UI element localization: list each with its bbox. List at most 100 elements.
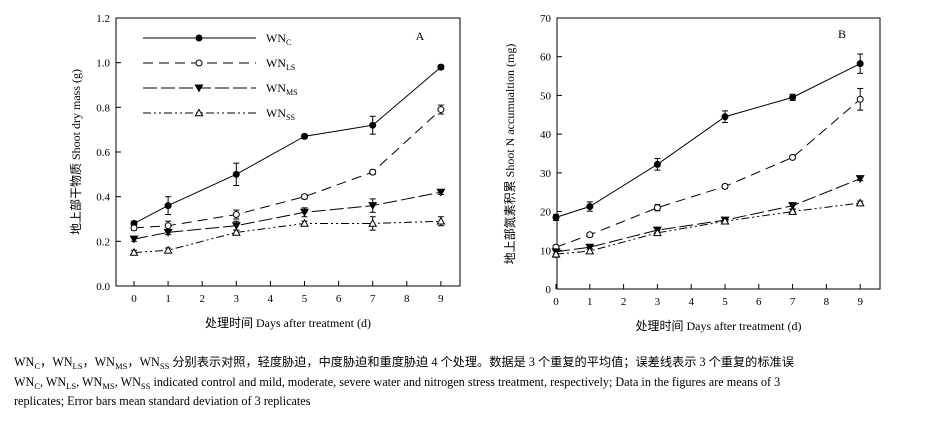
data-point: [551, 249, 561, 258]
data-point: [653, 160, 661, 168]
panel-label: B: [838, 27, 846, 41]
x-tick-label: 2: [199, 293, 205, 305]
data-point: [231, 227, 241, 236]
legend-label-base: WN: [266, 31, 286, 45]
legend-label-sub: SS: [286, 113, 295, 122]
data-point: [789, 93, 797, 101]
caption-cn-sep: ，WN: [40, 355, 73, 369]
y-tick-label: 60: [540, 52, 552, 64]
data-point: [855, 198, 865, 207]
data-point: [437, 106, 445, 114]
x-tick-label: 9: [857, 296, 863, 308]
data-point: [301, 132, 308, 140]
data-point: [129, 247, 139, 256]
x-tick-label: 9: [438, 293, 444, 305]
data-point: [164, 202, 172, 210]
series-wnc: [130, 63, 445, 227]
y-tick-label: 0.6: [96, 147, 110, 159]
series-line: [133, 109, 442, 229]
data-point: [721, 182, 729, 190]
caption-cn-sub-ss: SS: [159, 361, 170, 371]
data-point: [652, 228, 662, 237]
y-tick-label: 30: [540, 168, 552, 180]
x-axis-label: 处理时间 Days after treatment (d): [205, 316, 371, 330]
data-point: [163, 245, 173, 254]
data-point: [163, 228, 173, 237]
caption-cn-sep: ，WN: [127, 355, 160, 369]
data-point: [653, 204, 661, 212]
data-point: [788, 202, 798, 211]
series-wnls: [552, 87, 864, 251]
caption-en-sub-ls: LS: [66, 380, 77, 391]
x-tick-label: 8: [404, 293, 410, 305]
y-axis-label: 地上部氮素积累 Shoot N accumualtion (mg): [502, 44, 517, 265]
legend-label: WNC: [266, 31, 291, 47]
series-line: [133, 191, 441, 240]
data-point: [720, 216, 730, 225]
y-tick-label: 0.8: [96, 102, 110, 114]
x-tick-label: 2: [621, 296, 627, 308]
y-tick-label: 0.4: [96, 192, 110, 204]
series-wnss: [129, 216, 446, 256]
x-tick-label: 7: [790, 296, 796, 308]
x-tick-label: 1: [587, 296, 593, 308]
caption-en-text: indicated control and mild, moderate, se…: [150, 374, 781, 389]
panel-label: A: [416, 29, 425, 43]
caption-en-sep: , WN: [76, 374, 103, 389]
data-point: [129, 235, 139, 244]
legend-label-base: WN: [266, 106, 286, 120]
data-point: [586, 203, 594, 211]
plot-frame: [556, 17, 881, 290]
data-point: [369, 121, 377, 129]
data-point: [130, 224, 138, 232]
data-point: [437, 63, 445, 71]
data-point: [856, 60, 864, 68]
caption-english-line2: replicates; Error bars mean standard dev…: [14, 394, 311, 408]
series-wnc: [552, 53, 864, 221]
legend-label-sub: C: [286, 38, 291, 47]
x-tick-label: 0: [553, 296, 559, 308]
data-point: [586, 231, 594, 239]
legend-marker: [195, 34, 203, 42]
caption-chinese: WNC，WNLS，WNMS，WNSS 分别表示对照，轻度胁迫，中度胁迫和重度胁迫…: [14, 353, 939, 373]
series-wnls: [130, 104, 445, 232]
caption-cn-sub-ls: LS: [72, 361, 83, 371]
legend-label-sub: LS: [286, 63, 295, 72]
legend-label-base: WN: [266, 81, 286, 95]
legend-label-base: WN: [266, 56, 286, 70]
data-point: [300, 208, 309, 217]
data-point: [788, 206, 798, 215]
legend-marker: [195, 59, 203, 67]
series-line: [555, 202, 861, 255]
data-point: [232, 170, 240, 178]
x-tick-label: 3: [234, 293, 240, 305]
caption-en-sub-ss: SS: [140, 380, 151, 391]
data-point: [436, 188, 446, 197]
data-point: [789, 153, 797, 161]
y-tick-label: 0.2: [96, 236, 110, 248]
figure: 0.0 0.2 0.4 0.6 0.8 1.0 1.2 0 1 2 3 4 5 6 7 8 9 处理时间 Days…: [68, 13, 881, 333]
x-tick-label: 4: [688, 296, 694, 308]
x-tick-label: 4: [268, 293, 274, 305]
caption-en-sub-ms: MS: [102, 380, 115, 391]
legend-label-sub: MS: [286, 88, 298, 97]
data-point: [552, 213, 560, 221]
caption-en-sub-c: C: [34, 380, 41, 391]
series-line: [555, 63, 861, 218]
data-point: [368, 202, 378, 211]
chart-panel-a: 0.0 0.2 0.4 0.6 0.8 1.0 1.2 0 1 2 3 4 5 6 7 8 9 处理时间 Days…: [68, 13, 461, 330]
series-wnms: [551, 175, 865, 257]
x-tick-label: 3: [655, 296, 661, 308]
caption-en-sep: , WN: [114, 374, 141, 389]
x-tick-label: 5: [302, 293, 308, 305]
y-axis-label: 地上部干物质 Shoot dry mass (g): [68, 69, 83, 235]
legend-label: WNMS: [266, 81, 298, 97]
caption-en-sep: , WN: [40, 374, 67, 389]
x-tick-label: 0: [131, 293, 137, 305]
series-line: [555, 178, 861, 253]
caption-cn-sub-ms: MS: [114, 361, 128, 371]
data-point: [721, 113, 729, 121]
x-tick-label: 8: [824, 296, 830, 308]
x-tick-label: 7: [370, 293, 376, 305]
